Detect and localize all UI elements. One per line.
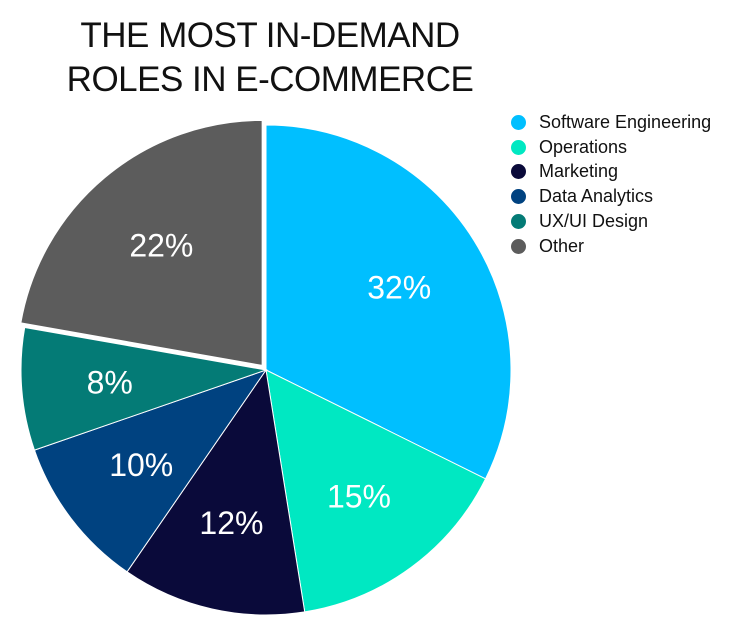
legend-swatch-other (511, 238, 526, 254)
chart-title-line-1: THE MOST IN-DEMAND (80, 16, 460, 55)
legend-swatch-operations (511, 139, 526, 155)
pie-slice-ux-ui-design (20, 326, 268, 451)
legend-item-operations: Operations (511, 135, 711, 160)
pie-slice-marketing (126, 368, 306, 616)
legend-swatch-ux-ui-design (511, 214, 526, 230)
slice-label-ux-ui-design: 8% (87, 364, 133, 400)
legend-item-ux-ui-design: UX/UI Design (511, 209, 711, 234)
legend-swatch-marketing (511, 164, 526, 180)
legend-label-other: Other (539, 235, 585, 256)
chart-title-line-2: ROLES IN E-COMMERCE (66, 60, 474, 99)
slice-label-other: 22% (129, 227, 193, 263)
slice-label-operations: 15% (327, 478, 391, 514)
legend-item-software-engineering: Software Engineering (511, 110, 711, 135)
pie-slice-other (20, 119, 263, 366)
legend-swatch-data-analytics (511, 189, 526, 205)
chart-title: THE MOST IN-DEMAND ROLES IN E-COMMERCE (20, 14, 520, 102)
pie-slice-operations (265, 369, 487, 613)
legend-label-operations: Operations (539, 136, 628, 157)
legend-item-other: Other (511, 234, 711, 259)
legend-item-data-analytics: Data Analytics (511, 184, 711, 209)
pie-slice-software-engineering (265, 124, 512, 480)
legend-label-data-analytics: Data Analytics (539, 186, 654, 207)
slice-label-data-analytics: 10% (109, 447, 173, 483)
legend-item-marketing: Marketing (511, 160, 711, 185)
slice-label-marketing: 12% (199, 505, 263, 541)
legend-swatch-software-engineering (511, 114, 526, 130)
legend: Software Engineering Operations Marketin… (511, 110, 711, 259)
pie-slice-data-analytics (33, 369, 268, 573)
legend-label-marketing: Marketing (539, 161, 619, 182)
slice-label-software-engineering: 32% (367, 269, 431, 305)
legend-label-software-engineering: Software Engineering (539, 111, 712, 132)
legend-label-ux-ui-design: UX/UI Design (539, 211, 649, 232)
